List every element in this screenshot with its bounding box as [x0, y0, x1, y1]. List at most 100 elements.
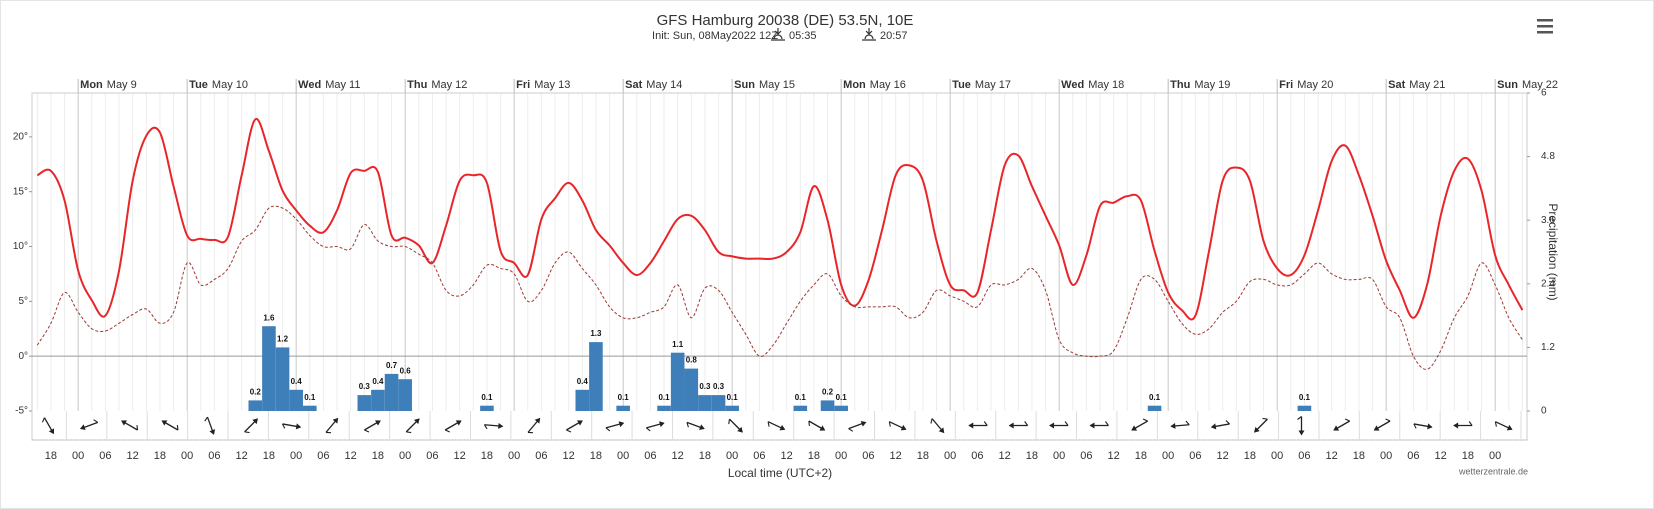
wind-arrow	[161, 420, 179, 431]
x-tick-label: 06	[971, 450, 983, 462]
wind-arrow	[244, 418, 259, 434]
day-label: Tue May 17	[952, 79, 1011, 91]
wind-barb	[605, 427, 611, 432]
precip-label: 0.4	[577, 377, 589, 386]
wind-arrow	[728, 418, 743, 433]
wind-arrow	[1333, 418, 1351, 431]
precip-bar	[1297, 405, 1312, 411]
precip-label: 0.4	[372, 377, 384, 386]
weekday: Tue	[952, 79, 971, 91]
precip-bar	[371, 389, 385, 411]
wind-head	[252, 418, 259, 425]
weekday: Tue	[189, 79, 208, 91]
wind-head	[779, 424, 786, 431]
wind-barb	[645, 427, 651, 432]
day-label: Thu May 19	[1170, 79, 1230, 91]
wind-head	[1333, 425, 1340, 431]
wind-arrow	[968, 421, 988, 429]
y2-tick-label: 1.2	[1541, 342, 1555, 353]
x-tick-label: 12	[127, 450, 139, 462]
wind-head	[161, 420, 168, 426]
wind-head	[375, 420, 381, 426]
sunset-icon	[862, 28, 876, 41]
weekday: Sun	[1497, 79, 1518, 91]
wind-arrow	[364, 420, 381, 433]
precip-bar	[262, 326, 276, 411]
wind-barb	[1024, 421, 1029, 426]
sunset: 20:57	[880, 30, 908, 42]
wind-head	[121, 420, 127, 426]
x-tick-label: 06	[753, 450, 765, 462]
precip-label: 0.2	[250, 388, 262, 397]
precip-label: 1.1	[672, 340, 684, 349]
precip-label: 0.3	[359, 382, 371, 391]
day-label: Sat May 14	[625, 79, 682, 91]
grid	[36, 93, 1523, 411]
precip-label: 1.3	[590, 329, 602, 338]
precip-bar	[1147, 405, 1162, 411]
precip-label: 0.1	[304, 393, 316, 402]
weekday: Sun	[734, 79, 755, 91]
y2-tick-label: 0	[1541, 406, 1547, 417]
x-tick-label: 06	[1407, 450, 1419, 462]
x-tick-label: 12	[999, 450, 1011, 462]
wind-head	[1049, 422, 1055, 429]
wind-head	[1373, 425, 1380, 431]
wind-arrow	[325, 417, 339, 434]
wind-barb	[686, 422, 689, 428]
wind-barb	[1142, 418, 1148, 422]
x-tick-label: 12	[890, 450, 902, 462]
precip-label: 0.1	[658, 393, 670, 402]
wind-barb	[930, 418, 933, 424]
wind-arrow	[645, 421, 665, 432]
precip-label: 0.4	[291, 377, 303, 386]
wind-arrow	[1413, 423, 1433, 430]
wind-head	[618, 421, 625, 428]
x-tick-label: 12	[781, 450, 793, 462]
precip-bar	[357, 395, 372, 411]
wind-barb	[244, 431, 250, 434]
wind-head	[819, 425, 826, 431]
x-tick-label: 00	[1271, 450, 1283, 462]
x-tick-label: 18	[45, 450, 57, 462]
day-label: Wed May 11	[298, 79, 360, 91]
wind-head	[1131, 425, 1138, 431]
x-tick-label: 00	[181, 450, 193, 462]
wind-barb	[1105, 421, 1109, 426]
wind-head	[938, 427, 945, 434]
x-tick-label: 00	[1053, 450, 1065, 462]
wind-arrow	[1008, 421, 1029, 429]
wind-arrow	[930, 418, 945, 434]
x-axis-label: Local time (UTC+2)	[728, 466, 832, 480]
day-label: Thu May 12	[407, 79, 467, 91]
precip-bar	[303, 405, 317, 411]
date: May 10	[212, 79, 248, 91]
wind-arrow	[1254, 417, 1268, 433]
weekday: Sat	[1388, 79, 1405, 91]
wind-head	[1170, 422, 1176, 429]
precip-label: 1.2	[277, 335, 289, 344]
precip-label: 0.1	[618, 393, 630, 402]
wind-barb	[1064, 421, 1069, 426]
precip-bar	[248, 400, 263, 411]
x-tick-label: 18	[481, 450, 493, 462]
wind-head	[900, 424, 907, 431]
x-tick-label: 06	[317, 450, 329, 462]
x-tick-label: 00	[617, 450, 629, 462]
wind-barb	[566, 429, 572, 433]
x-tick-label: 00	[1380, 450, 1392, 462]
precip-label: 0.1	[727, 393, 739, 402]
x-tick-label: 06	[1298, 450, 1310, 462]
weekday: Mon	[80, 79, 103, 91]
precip-label: 0.1	[1299, 393, 1311, 402]
wind-head	[577, 420, 583, 426]
day-label: Fri May 20	[1279, 79, 1333, 91]
wind-head	[1298, 430, 1305, 436]
x-tick-label: 18	[154, 450, 166, 462]
wind-barb	[1262, 417, 1268, 420]
precip-bar	[289, 389, 303, 411]
x-tick-label: 18	[699, 450, 711, 462]
menu-button[interactable]	[1537, 19, 1553, 34]
day-label: Tue May 10	[189, 79, 248, 91]
wind-barb	[1344, 418, 1350, 422]
